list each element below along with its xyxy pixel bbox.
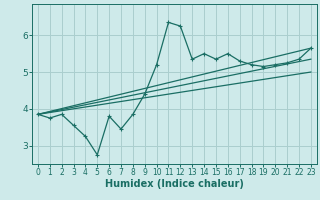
X-axis label: Humidex (Indice chaleur): Humidex (Indice chaleur) [105,179,244,189]
